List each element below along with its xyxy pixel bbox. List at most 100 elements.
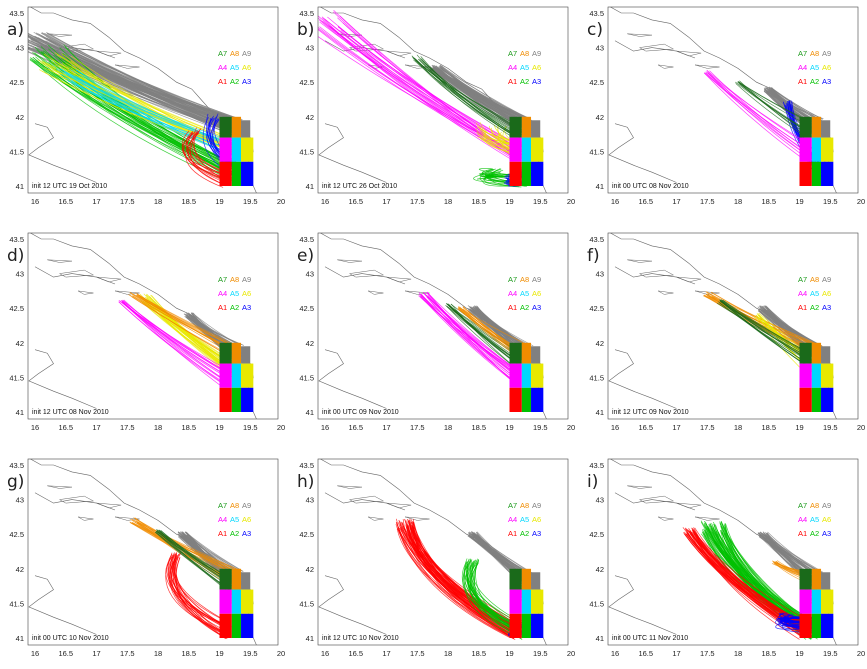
x-tick-label: 17.5 — [120, 649, 135, 658]
release-area-a4 — [799, 589, 812, 614]
legend-a6: A6 — [532, 515, 541, 524]
legend-a3: A3 — [822, 529, 831, 538]
release-area-a4 — [799, 363, 812, 388]
legend-a1: A1 — [218, 529, 227, 538]
release-area-a7 — [509, 342, 522, 364]
init-time-label: init 12 UTC 26 Oct 2010 — [322, 183, 397, 190]
y-tick-label: 43 — [306, 44, 314, 53]
trajectory-a4 — [121, 302, 223, 380]
x-tick-label: 18 — [444, 423, 452, 432]
x-tick-label: 17.5 — [700, 423, 715, 432]
x-tick-label: 19.5 — [533, 423, 548, 432]
release-area-a4 — [509, 363, 522, 388]
y-tick-label: 42.5 — [299, 304, 314, 313]
map-panel: 16 16.5 17 17.5 18 18.5 19 19.5 20 41 41.5 42 42.5 43… — [580, 452, 865, 658]
y-tick-label: 42.5 — [299, 78, 314, 87]
release-area-a1 — [799, 613, 812, 638]
release-area-a9 — [241, 346, 251, 364]
trajectory-a7 — [421, 59, 516, 137]
x-tick-label: 17.5 — [120, 197, 135, 206]
y-tick-label: 43 — [306, 270, 314, 279]
y-tick-label: 42.5 — [299, 530, 314, 539]
release-area-a2 — [231, 161, 242, 186]
legend-a5: A5 — [810, 289, 819, 298]
release-area-a8 — [811, 568, 822, 590]
x-tick-label: 17 — [382, 197, 390, 206]
release-area-a8 — [521, 116, 532, 138]
map-plot: 16 16.5 17 17.5 18 18.5 19 19.5 20 41 41.5 42 42.5 43… — [9, 458, 285, 658]
x-tick-label: 19.5 — [533, 649, 548, 658]
init-time-label: init 00 UTC 10 Nov 2010 — [32, 635, 109, 642]
coastline — [318, 123, 387, 183]
panel-label: a) — [7, 20, 25, 40]
plot-frame — [317, 232, 569, 420]
trajectory-a7 — [447, 303, 513, 359]
trajectory-a8 — [136, 519, 235, 575]
y-tick-label: 43 — [16, 270, 24, 279]
trajectory-a2 — [466, 560, 522, 628]
trajectory-a9 — [40, 45, 237, 121]
release-area-a5 — [231, 589, 242, 614]
x-tick-label: 19 — [505, 197, 513, 206]
release-area-a3 — [241, 161, 254, 186]
coastline — [614, 40, 696, 59]
coastline — [614, 492, 696, 511]
x-tick-label: 18.5 — [761, 649, 776, 658]
coastline — [318, 349, 387, 409]
legend-a7: A7 — [218, 49, 227, 58]
island — [348, 269, 385, 278]
release-area-a9 — [821, 346, 831, 364]
legend-a9: A9 — [532, 275, 541, 284]
panel-label: c) — [587, 20, 603, 40]
trajectory-a1 — [691, 527, 800, 640]
y-tick-label: 42.5 — [589, 530, 604, 539]
trajectory-a7 — [446, 303, 517, 364]
legend-a3: A3 — [532, 77, 541, 86]
trajectory-a4 — [321, 16, 518, 148]
release-area-a7 — [219, 342, 232, 364]
x-tick-label: 17 — [672, 649, 680, 658]
trajectory-a4 — [337, 17, 516, 147]
island — [694, 64, 720, 69]
island — [96, 502, 122, 509]
legend-a4: A4 — [798, 63, 807, 72]
release-area-a6 — [241, 137, 254, 162]
release-area-a7 — [509, 568, 522, 590]
release-area-a8 — [231, 342, 242, 364]
legend-a9: A9 — [822, 49, 831, 58]
legend-a3: A3 — [242, 529, 251, 538]
trajectory-a1 — [182, 133, 222, 173]
release-area-a4 — [509, 589, 522, 614]
y-tick-label: 43.5 — [589, 235, 604, 244]
legend-a9: A9 — [242, 501, 251, 510]
coastline — [318, 575, 387, 635]
legend-a8: A8 — [230, 49, 239, 58]
island — [657, 290, 674, 295]
release-area-a1 — [219, 161, 232, 186]
legend-a3: A3 — [532, 529, 541, 538]
x-tick-label: 19 — [215, 423, 223, 432]
release-area-a8 — [521, 342, 532, 364]
legend-a3: A3 — [822, 303, 831, 312]
y-tick-label: 42.5 — [9, 304, 24, 313]
x-tick-label: 16.5 — [348, 197, 363, 206]
trajectory-a8 — [129, 294, 233, 349]
coastline — [28, 575, 97, 635]
x-tick-label: 16 — [611, 423, 619, 432]
release-area-a5 — [811, 363, 822, 388]
x-tick-label: 18.5 — [471, 197, 486, 206]
release-area-a7 — [509, 116, 522, 138]
plot-frame — [27, 6, 279, 194]
island — [47, 259, 72, 263]
release-area-a1 — [219, 613, 232, 638]
trajectory-a2 — [469, 565, 518, 631]
legend-a8: A8 — [520, 49, 529, 58]
release-area-a2 — [231, 387, 242, 412]
x-tick-label: 16.5 — [58, 423, 73, 432]
x-tick-label: 20 — [567, 423, 575, 432]
plot-frame — [27, 232, 279, 420]
island — [694, 516, 720, 521]
release-area-a6 — [531, 589, 544, 614]
x-tick-label: 16 — [31, 423, 39, 432]
map-panel: 16 16.5 17 17.5 18 18.5 19 19.5 20 41 41.5 42 42.5 43… — [290, 226, 575, 432]
